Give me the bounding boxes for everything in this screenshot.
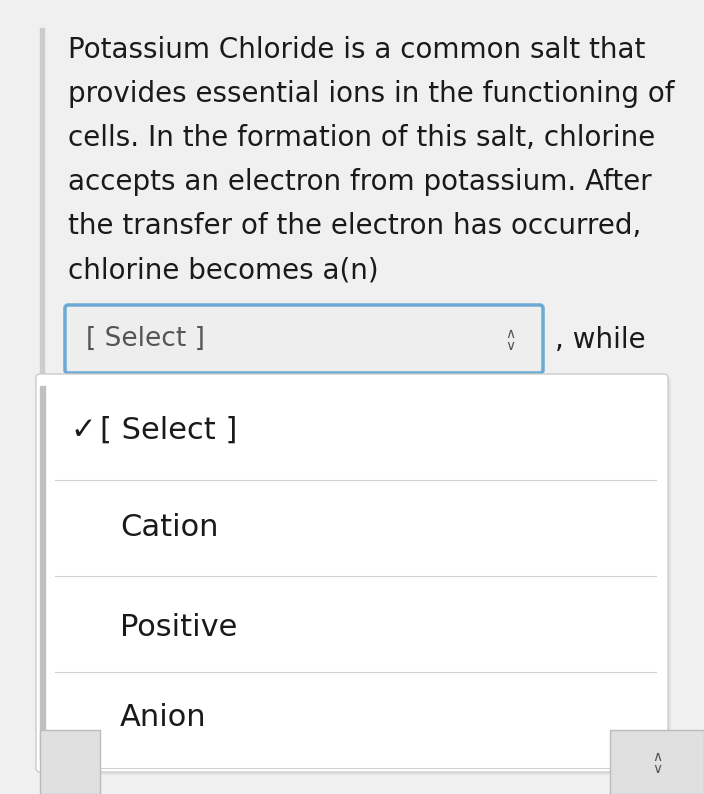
Bar xyxy=(40,28,44,710)
Text: ∧: ∧ xyxy=(505,327,515,341)
Bar xyxy=(610,730,704,794)
Text: the transfer of the electron has occurred,: the transfer of the electron has occurre… xyxy=(68,212,641,240)
FancyBboxPatch shape xyxy=(39,377,671,775)
FancyBboxPatch shape xyxy=(65,305,543,373)
FancyBboxPatch shape xyxy=(36,374,668,772)
Text: cells. In the formation of this salt, chlorine: cells. In the formation of this salt, ch… xyxy=(68,124,655,152)
Text: Cation: Cation xyxy=(120,514,218,542)
Text: chlorine becomes a(n): chlorine becomes a(n) xyxy=(68,256,379,284)
Text: ✓: ✓ xyxy=(70,415,96,445)
Text: ∨: ∨ xyxy=(652,762,662,776)
Bar xyxy=(40,386,45,760)
Text: ∨: ∨ xyxy=(505,339,515,353)
Text: [ Select ]: [ Select ] xyxy=(100,415,237,445)
Text: Anion: Anion xyxy=(120,703,207,733)
Text: Positive: Positive xyxy=(120,614,237,642)
Text: accepts an electron from potassium. After: accepts an electron from potassium. Afte… xyxy=(68,168,652,196)
Text: , while: , while xyxy=(555,326,646,354)
Text: provides essential ions in the functioning of: provides essential ions in the functioni… xyxy=(68,80,674,108)
Text: [ Select ]: [ Select ] xyxy=(86,326,205,352)
Bar xyxy=(40,730,100,794)
Text: Potassium Chloride is a common salt that: Potassium Chloride is a common salt that xyxy=(68,36,646,64)
Text: ∧: ∧ xyxy=(652,750,662,764)
